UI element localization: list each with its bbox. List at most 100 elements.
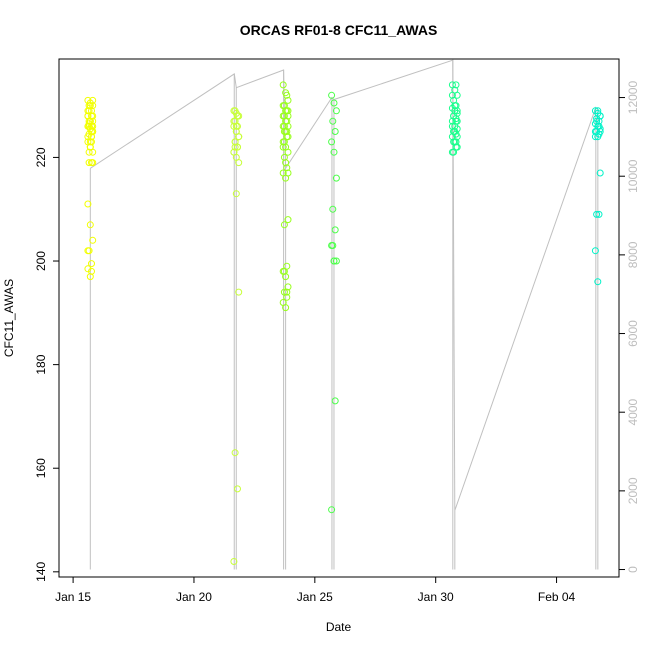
data-point [595,122,603,130]
data-point [331,226,339,234]
data-point [284,112,292,120]
data-point [453,117,461,125]
y2-tick-label: 4000 [626,399,640,426]
data-point [280,267,288,275]
data-point [232,190,240,198]
data-point [450,128,458,135]
chart-title: ORCAS RF01-8 CFC11_AWAS [240,22,438,38]
data-point [331,128,339,135]
data-point [329,205,337,213]
data-point [591,247,599,255]
data-point [284,216,292,224]
y-tick-label: 180 [34,354,48,374]
y-tick-label: 200 [34,251,48,271]
data-point [232,122,240,130]
data-point [328,91,336,99]
data-point [230,558,238,565]
data-point [235,159,243,167]
series-1 [84,96,97,281]
data-point [330,148,338,156]
data-point [88,107,95,115]
data-point [332,174,340,182]
y2-tick-label: 12000 [626,81,640,115]
data-point [282,159,290,167]
data-point [591,133,599,141]
data-point [332,107,340,115]
data-point [89,159,97,167]
x-tick-label: Jan 20 [176,590,212,604]
x-tick-label: Jan 15 [55,590,91,604]
x-axis: Jan 15 Jan 20 Jan 25 Jan 30 Feb 04 [55,576,576,604]
data-point [283,164,291,172]
y2-axis: 0 2000 4000 6000 8000 10000 12000 [618,81,640,573]
series-5 [448,81,461,156]
data-point [328,506,336,514]
data-point [86,143,94,151]
data-point [85,122,93,130]
y-tick-label: 160 [34,458,48,478]
data-point [279,143,287,151]
data-point [453,91,461,99]
data-point [596,169,604,177]
y2-tick-label: 6000 [626,320,640,347]
data-point [279,81,287,89]
data-point [328,138,336,146]
data-point [284,148,292,156]
data-point [234,143,241,151]
data-point [280,221,288,229]
points-layer [84,81,604,565]
series-4 [328,91,340,514]
data-point [234,485,241,493]
data-point [282,304,290,312]
series-2 [230,107,243,565]
data-point [282,273,290,281]
y-axis: 140 160 180 200 220 [34,147,60,582]
y2-tick-label: 8000 [626,241,640,268]
data-point [284,107,292,115]
data-point [280,138,288,146]
data-point [231,143,239,151]
data-point [89,128,97,135]
data-point [452,81,460,89]
data-point [593,210,601,218]
secondary-series-line [90,59,599,511]
data-point [332,257,340,265]
series-6 [591,107,604,286]
x-tick-label: Jan 25 [297,590,333,604]
data-point [330,257,338,265]
secondary-line-layer [89,59,599,570]
data-point [89,236,97,244]
data-point [85,117,93,125]
data-point [453,107,461,115]
data-point [85,159,93,167]
data-point [88,260,95,268]
data-point [89,112,97,120]
data-point [89,102,97,110]
data-point [84,247,92,255]
data-point [85,148,93,156]
series-3 [279,81,292,312]
y-axis-label: CFC11_AWAS [2,279,16,357]
x-tick-label: Feb 04 [538,590,576,604]
y-tick-label: 140 [34,561,48,581]
data-point [453,133,461,141]
data-point [283,288,291,296]
x-tick-label: Jan 30 [418,590,454,604]
data-point [88,138,95,146]
y2-tick-label: 0 [626,566,640,573]
data-point [234,112,241,120]
data-point [330,99,338,107]
data-point [596,112,604,120]
data-point [86,273,94,281]
data-point [595,210,603,218]
data-point [284,96,292,104]
data-point [283,128,291,135]
data-point [235,288,243,296]
data-point [88,267,95,275]
data-point [86,221,94,229]
data-point [448,148,456,156]
data-point [230,148,238,156]
data-point [284,133,292,141]
x-axis-label: Date [326,620,352,634]
